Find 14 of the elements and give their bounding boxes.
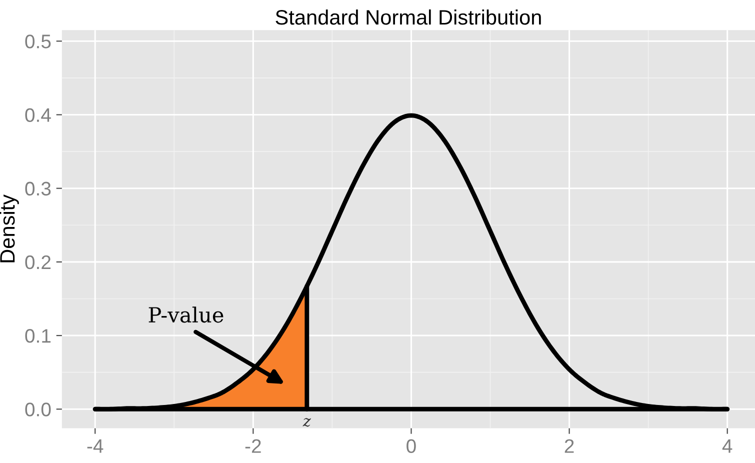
y-tick-label: 0.4	[25, 108, 51, 122]
y-tick-label: 0.5	[25, 34, 51, 48]
chart-title: Standard Normal Distribution	[276, 9, 541, 25]
annotation: P-value	[148, 306, 224, 323]
x-tick-label: -4	[87, 439, 104, 453]
x-tick-label: 2	[564, 439, 574, 453]
annotation: z	[302, 418, 311, 427]
x-tick-label: 4	[722, 439, 732, 453]
x-tick-label: 0	[406, 439, 416, 453]
y-tick-label: 0.1	[25, 329, 51, 343]
y-tick-label: 0.0	[25, 402, 51, 416]
x-tick-label: -2	[245, 439, 261, 453]
y-tick-label: 0.2	[25, 255, 51, 270]
y-tick-label: 0.3	[25, 182, 51, 196]
